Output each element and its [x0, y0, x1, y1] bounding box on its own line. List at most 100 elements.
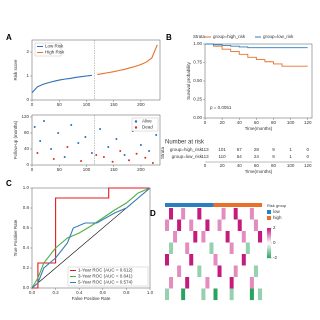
heat-cell: [249, 288, 255, 301]
y-tick-label: 0.2: [23, 265, 30, 270]
heat-cell: [197, 277, 202, 289]
heat-cell: [169, 277, 174, 289]
colorbar-step: [267, 231, 271, 233]
colorbar-step: [267, 237, 271, 239]
risk-x-tick-label: 20: [220, 163, 226, 168]
point: [80, 160, 83, 162]
heat-cell: [181, 265, 186, 278]
point: [148, 150, 151, 152]
point: [42, 120, 45, 122]
risk-x-tick-label: 60: [254, 163, 260, 168]
y-tick-label: 0.6: [23, 225, 30, 230]
heat-cell: [189, 288, 194, 301]
series-line: [205, 43, 308, 49]
risk-count: 24: [254, 154, 260, 159]
x-tick-label: 0.4: [76, 290, 83, 295]
heat-cell: [173, 288, 178, 301]
y-axis-label: Follow-up (months): [13, 120, 18, 159]
heat-cell: [165, 242, 170, 255]
point: [70, 124, 73, 126]
colorbar-step: [267, 241, 271, 244]
heat-cell: [209, 231, 214, 243]
risk-row-label: group=low_risk: [172, 154, 203, 159]
heat-cell: [225, 208, 230, 220]
heat-cell: [197, 288, 202, 301]
heat-cell: [193, 288, 198, 301]
heat-cell: [221, 277, 226, 289]
x-tick-label: 0.8: [123, 290, 130, 295]
x-tick-label: 0.2: [52, 290, 59, 295]
point: [115, 138, 118, 140]
y-tick-label: 1.0: [23, 185, 30, 190]
heat-cell: [201, 288, 206, 301]
risk-y-label: Strata: [160, 147, 165, 160]
colorbar-step: [267, 232, 271, 235]
point: [52, 158, 55, 160]
heat-cell: [217, 265, 222, 278]
heat-cell: [213, 254, 218, 266]
legend-swatch: [267, 216, 271, 220]
heat-cell: [233, 265, 238, 278]
heat-cell: [193, 231, 198, 243]
heat-cell: [221, 219, 226, 232]
heat-cell: [197, 231, 202, 243]
x-tick-label: 0.6: [100, 290, 107, 295]
heat-cell: [197, 254, 202, 266]
point: [99, 128, 102, 130]
heat-cell: [229, 219, 234, 232]
plot-frame: [31, 39, 161, 101]
y-tick-label: 0.8: [23, 205, 30, 210]
heat-cell: [193, 208, 198, 220]
legend-label: Dead: [142, 125, 153, 130]
heat-cell: [181, 288, 186, 301]
heat-cell: [165, 254, 170, 266]
heat-cell: [181, 242, 186, 255]
heat-cell: [193, 254, 198, 266]
heat-cell: [169, 208, 174, 220]
point: [119, 150, 122, 152]
heat-cell: [253, 242, 259, 255]
heat-cell: [169, 231, 174, 243]
plot-frame: [31, 114, 161, 166]
heat-cell: [181, 219, 186, 232]
heat-cell: [253, 208, 259, 220]
x-tick-label: 60: [254, 120, 260, 125]
colorbar-step: [267, 243, 271, 245]
heat-cell: [185, 219, 190, 232]
heat-cell: [241, 277, 246, 289]
heat-cell: [185, 242, 190, 255]
series-line: [205, 43, 308, 67]
risk-x-tick-label: 40: [237, 163, 243, 168]
heat-cell: [209, 242, 214, 255]
heat-cell: [189, 254, 194, 266]
heat-cell: [213, 288, 218, 301]
heat-cell: [257, 254, 263, 266]
y-tick-label: 2: [26, 49, 29, 54]
panel-label: C: [6, 179, 12, 188]
point: [39, 140, 42, 142]
heat-cell: [249, 242, 255, 255]
risk-count: 0: [306, 154, 309, 159]
heat-cell: [189, 208, 194, 220]
heat-cell: [257, 288, 263, 301]
heat-cell: [177, 254, 182, 266]
heat-cell: [185, 254, 190, 266]
y-axis-label: Survival probability: [186, 61, 191, 100]
colorbar-label: 0: [273, 240, 276, 245]
y-axis-label: True Positive Rate: [13, 219, 18, 256]
heat-cell: [241, 242, 246, 255]
legend-box: [131, 117, 159, 132]
y-tick-label: 0.75: [193, 60, 202, 65]
heat-cell: [169, 265, 174, 278]
heat-cell: [181, 254, 186, 266]
heat-cell: [197, 242, 202, 255]
legend-swatch: [267, 210, 271, 214]
y-tick-label: 120: [21, 114, 29, 119]
heat-cell: [253, 288, 259, 301]
point: [102, 156, 105, 158]
legend-label: Low Risk: [45, 44, 64, 49]
heat-cell: [237, 288, 242, 301]
legend-label: 3-Year ROC (AUC = 0.641): [78, 274, 133, 279]
heat-cell: [173, 219, 178, 232]
y-tick-label: 0: [26, 162, 29, 167]
